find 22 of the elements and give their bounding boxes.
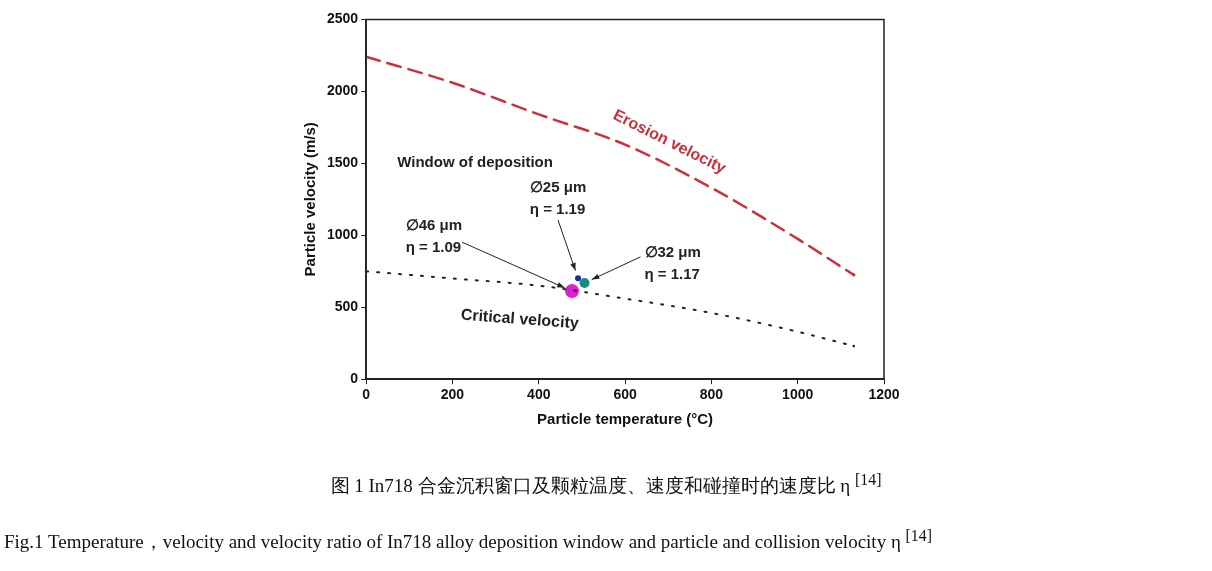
y-tick-label: 500 — [334, 298, 359, 315]
caption: Fig.1 Temperature，velocity and velocity ratio of In718 alloy deposition window and particle and collision velocity η $^{[14]}$ — [4, 527, 933, 555]
annotation: ∅46 μm η = 1.09 — [405, 216, 462, 256]
x-tick-label: 1200 — [868, 386, 900, 403]
x-tick-label: 0 — [362, 386, 371, 403]
y-tick-label: 1000 — [326, 226, 359, 243]
x-tick-label: 1000 — [782, 386, 814, 403]
x-tick-label: 200 — [440, 386, 465, 403]
x-tick-label: 800 — [699, 386, 724, 403]
y-tick-label: 0 — [350, 370, 359, 387]
y-tick-label: 2000 — [326, 82, 359, 99]
annotation: ∅32 μm η = 1.17 — [644, 243, 701, 283]
legend-label: Critical velocity — [460, 305, 580, 332]
x-tick-label: 600 — [613, 386, 637, 403]
annotation: ∅25 μm η = 1.19 — [529, 178, 587, 218]
caption: 图 1 In718 合金沉积窗口及颗粒温度、速度和碰撞时的速度比 η $^{[14]}$ — [329, 471, 883, 499]
annotation: Window of deposition — [397, 153, 553, 171]
y-axis-title: Particle velocity (m/s) — [301, 122, 319, 277]
x-axis-title: Particle temperature (°C) — [537, 410, 714, 428]
y-tick-label: 2500 — [326, 10, 359, 27]
x-tick-label: 400 — [527, 386, 551, 403]
y-tick-label: 1500 — [326, 154, 359, 171]
